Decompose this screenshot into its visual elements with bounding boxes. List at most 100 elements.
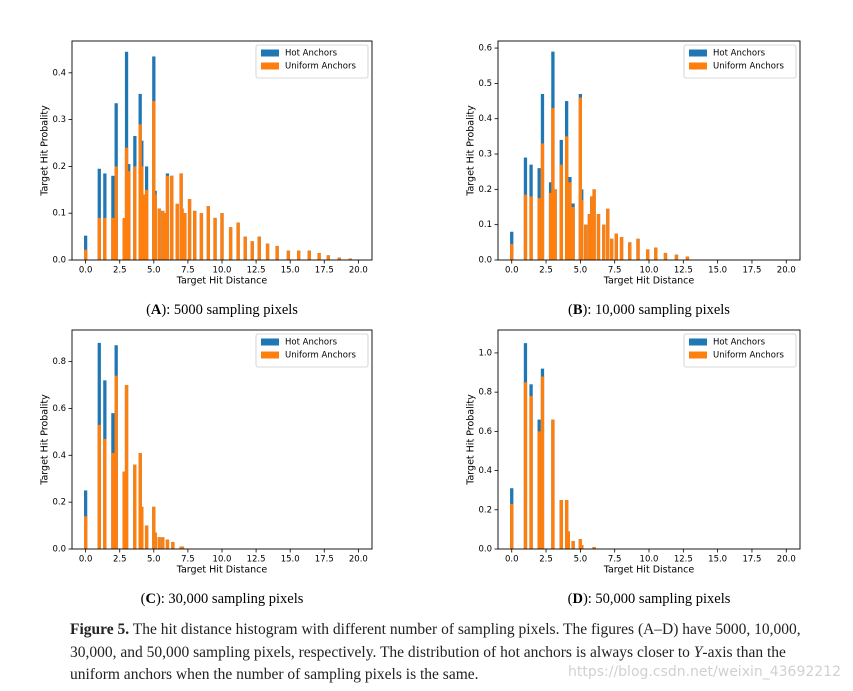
x-axis-label: Target Hit Distance xyxy=(603,276,695,287)
y-tick-label: 0.2 xyxy=(52,162,66,172)
x-tick-label: 20.0 xyxy=(777,555,796,565)
bar xyxy=(124,385,129,549)
bar xyxy=(610,238,614,260)
bar xyxy=(523,382,528,549)
chart: 0.0 2.5 5.0 7.5 10.0 12.5 15.0 17.5 20.0 0.0 0.1 0.… xyxy=(40,40,373,318)
x-tick-label: 10.0 xyxy=(213,555,232,565)
bar xyxy=(243,236,247,260)
bar xyxy=(628,242,632,260)
y-tick-label: 0.0 xyxy=(52,256,66,266)
y-axis-label: Target Hit Probality xyxy=(40,394,51,486)
x-axis-label: Target Hit Distance xyxy=(176,565,268,576)
x-axis-label: Target Hit Distance xyxy=(176,276,268,287)
x-tick-label: 5.0 xyxy=(147,266,161,276)
legend-label: Hot Anchors xyxy=(285,49,338,59)
bar xyxy=(275,245,279,260)
figure: 0.0 2.5 5.0 7.5 10.0 12.5 15.0 17.5 20.0 0.0 0.1 0.… xyxy=(40,40,801,607)
legend-label: Hot Anchors xyxy=(713,49,766,59)
legend-label: Uniform Anchors xyxy=(285,62,356,72)
legend-swatch xyxy=(261,62,279,70)
bar xyxy=(537,198,541,260)
bar xyxy=(619,237,624,260)
x-tick-label: 17.5 xyxy=(315,555,334,565)
legend-swatch xyxy=(261,49,279,57)
bar xyxy=(537,431,541,549)
bar xyxy=(540,143,545,260)
bar xyxy=(114,166,118,260)
bar xyxy=(97,168,101,260)
legend-box xyxy=(255,333,369,368)
x-tick-label: 17.5 xyxy=(742,266,761,276)
bar xyxy=(111,452,115,549)
x-tick-label: 10.0 xyxy=(640,555,659,565)
subcaption: (B): 10,000 sampling pixels xyxy=(568,302,730,318)
x-tick-label: 15.0 xyxy=(281,266,300,276)
bar xyxy=(187,199,192,260)
subcaption: (D): 50,000 sampling pixels xyxy=(568,591,731,607)
bar xyxy=(84,235,88,260)
y-tick-label: 0.6 xyxy=(478,427,492,437)
bar xyxy=(317,252,321,260)
x-tick-label: 12.5 xyxy=(247,266,266,276)
legend-swatch xyxy=(689,49,707,57)
y-tick-label: 0.4 xyxy=(52,451,66,461)
bar xyxy=(596,214,601,260)
bar xyxy=(685,256,690,260)
bar xyxy=(183,213,187,260)
x-tick-label: 20.0 xyxy=(777,266,796,276)
legend-label: Hot Anchors xyxy=(285,338,338,348)
x-tick-label: 15.0 xyxy=(281,555,300,565)
bar xyxy=(236,222,240,260)
bar xyxy=(645,249,650,260)
bar xyxy=(157,208,161,260)
legend-label: Hot Anchors xyxy=(713,338,766,348)
y-tick-label: 1.0 xyxy=(478,348,492,358)
legend-swatch xyxy=(261,351,279,359)
y-tick-label: 0.3 xyxy=(52,115,66,125)
bar xyxy=(171,541,175,549)
bar xyxy=(564,136,569,260)
bar xyxy=(97,217,101,260)
x-tick-label: 17.5 xyxy=(742,555,761,565)
subcaption-part: ( xyxy=(568,302,573,318)
y-tick-label: 0.6 xyxy=(52,404,66,414)
y-tick-label: 0.4 xyxy=(478,114,492,124)
bar xyxy=(674,254,679,260)
bar xyxy=(592,547,596,549)
bar xyxy=(529,396,533,549)
x-tick-label: 2.5 xyxy=(113,266,127,276)
bar xyxy=(144,525,149,549)
y-tick-label: 0.8 xyxy=(478,388,492,398)
y-tick-label: 0.2 xyxy=(478,185,492,195)
bar xyxy=(578,97,583,260)
bar xyxy=(559,164,563,260)
bar xyxy=(580,545,584,549)
figure-label: Figure 5. xyxy=(70,621,130,638)
bar xyxy=(170,175,174,260)
bar xyxy=(165,175,170,260)
subcaption-part: ( xyxy=(568,591,573,607)
x-tick-label: 5.0 xyxy=(574,555,588,565)
bar xyxy=(122,471,126,549)
x-axis-label: Target Hit Distance xyxy=(603,565,695,576)
legend-label: Uniform Anchors xyxy=(713,351,784,361)
bar xyxy=(326,255,330,260)
bar xyxy=(566,531,570,549)
bar xyxy=(163,213,167,260)
x-tick-label: 12.5 xyxy=(247,555,266,565)
bar xyxy=(337,257,341,260)
caption-text: -axis than the uniform anchors when the … xyxy=(70,643,786,684)
bar xyxy=(578,539,583,549)
bar xyxy=(180,208,184,260)
bar xyxy=(606,208,610,260)
x-tick-label: 5.0 xyxy=(147,555,161,565)
y-tick-label: 0.0 xyxy=(478,256,492,266)
x-tick-label: 20.0 xyxy=(349,266,368,276)
subcaption-part: B xyxy=(573,302,583,318)
bar xyxy=(559,499,563,549)
x-tick-label: 7.5 xyxy=(608,555,622,565)
x-tick-label: 5.0 xyxy=(574,266,588,276)
subcaption-part: A xyxy=(151,302,162,318)
y-tick-label: 0.8 xyxy=(52,357,66,367)
subcaption-part: ( xyxy=(146,302,151,318)
